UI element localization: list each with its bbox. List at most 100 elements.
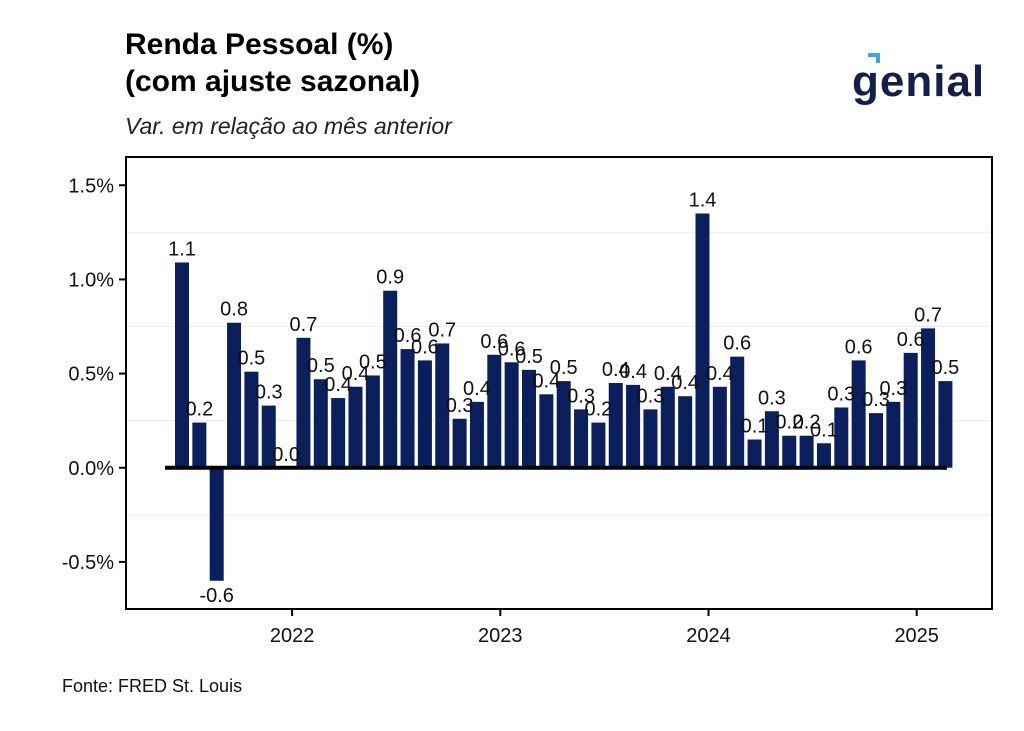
bar-label-2023-02: 0.6	[498, 338, 526, 360]
bar-2021-08	[192, 422, 207, 468]
bar-2023-01	[487, 354, 502, 468]
bar-label-2021-08: 0.2	[185, 399, 213, 421]
bar-label-2021-12: 0.3	[255, 382, 283, 404]
chart-subtitle: Var. em relação ao mês anterior	[125, 113, 452, 139]
bar-2021-07	[175, 262, 189, 468]
bar-label-2021-09: -0.6	[199, 585, 233, 607]
bar-label-2024-08: 0.1	[810, 419, 838, 441]
bar-label-2021-10: 0.8	[220, 299, 248, 321]
y-tick-label: -0.5%	[62, 552, 114, 574]
bar-2023-04	[539, 394, 554, 468]
bar-2024-08	[816, 443, 831, 468]
bar-2023-03	[522, 369, 536, 468]
plot-border	[125, 156, 993, 610]
bar-2023-12	[678, 396, 693, 468]
bar-label-2022-04: 0.4	[324, 374, 352, 396]
bar-label-2024-04: 0.1	[741, 416, 769, 438]
chart-title: Renda Pessoal (%) (com ajuste sazonal)	[125, 26, 420, 100]
bar-label-2023-03: 0.5	[515, 346, 543, 368]
bar-label-2024-01: 1.4	[689, 190, 717, 212]
bar-label-2022-08: 0.6	[394, 325, 422, 347]
bar-2024-07	[799, 435, 814, 468]
bar-2021-11	[244, 371, 259, 468]
bar-2024-01	[695, 213, 710, 468]
bar-2021-09	[209, 467, 224, 581]
bar-2022-06	[365, 375, 380, 468]
bar-label-2023-11: 0.4	[654, 363, 682, 385]
bar-label-2025-01: 0.6	[897, 329, 925, 351]
bar-label-2024-06: 0.2	[775, 412, 803, 434]
y-tick-label: 1.5%	[68, 175, 114, 197]
bar-label-2022-12: 0.4	[463, 378, 491, 400]
y-tick-label: 0.0%	[68, 458, 114, 480]
axes	[125, 156, 993, 610]
bar-label-2024-05: 0.3	[758, 387, 786, 409]
y-axis-ticks: -0.5% 0.0% 0.5% 1.0% 1.5%	[62, 175, 126, 574]
genial-logo: genial	[852, 53, 985, 106]
bar-labels: 1.10.2-0.60.80.50.30.00.70.50.40.40.50.9…	[168, 190, 959, 607]
bar-label-2022-02: 0.7	[290, 314, 318, 336]
bar-label-2022-10: 0.7	[428, 319, 456, 341]
bar-label-2022-09: 0.6	[411, 336, 439, 358]
chart-title-line-1: Renda Pessoal (%)	[125, 28, 394, 61]
bar-label-2022-07: 0.9	[376, 267, 404, 289]
bar-2024-06	[782, 435, 797, 468]
x-tick-label: 2025	[894, 625, 939, 647]
bar-label-2022-05: 0.4	[342, 363, 370, 385]
bar-label-2023-07: 0.2	[584, 399, 612, 421]
bar-2022-02	[296, 337, 311, 468]
bar-2024-11	[869, 413, 883, 468]
bar-label-2023-08: 0.4	[602, 359, 630, 381]
bar-2024-09	[834, 407, 849, 468]
bar-2022-08	[400, 349, 415, 468]
bar-label-2022-06: 0.5	[359, 351, 387, 373]
bar-2022-12	[469, 401, 484, 468]
bar-2022-09	[417, 360, 432, 468]
x-tick-label: 2023	[478, 625, 523, 647]
x-tick-label: 2024	[686, 625, 731, 647]
bar-2024-04	[747, 439, 762, 468]
bar-2023-11	[660, 386, 675, 468]
bar-2022-11	[452, 418, 467, 468]
bar-label-2022-03: 0.5	[307, 355, 335, 377]
bar-label-2023-01: 0.6	[480, 331, 508, 353]
y-tick-label: 1.0%	[68, 269, 114, 291]
bar-2024-02	[712, 386, 727, 468]
bar-label-2024-12: 0.3	[879, 378, 907, 400]
bar-2025-01	[903, 352, 918, 468]
bar-2024-05	[764, 411, 779, 468]
bar-2024-10	[851, 360, 866, 468]
bar-label-2024-11: 0.3	[862, 389, 890, 411]
bar-label-2023-09: 0.4	[619, 361, 647, 383]
bar-2023-10	[643, 409, 658, 468]
bar-2021-12	[261, 405, 276, 468]
bar-2023-02	[504, 362, 519, 468]
bar-2022-04	[331, 398, 346, 468]
bar-2023-06	[574, 409, 589, 468]
bar-2023-09	[626, 384, 641, 468]
bar-label-2023-12: 0.4	[671, 372, 699, 394]
bar-label-2024-10: 0.6	[845, 336, 873, 358]
bars	[175, 213, 953, 581]
bar-2025-02	[921, 328, 936, 468]
bar-label-2024-09: 0.3	[827, 383, 855, 405]
bar-label-2021-07: 1.1	[168, 238, 196, 260]
chart-title-line-2: (com ajuste sazonal)	[125, 65, 421, 98]
bar-label-2023-06: 0.3	[567, 385, 595, 407]
x-tick-label: 2022	[270, 625, 315, 647]
y-tick-label: 0.5%	[68, 364, 114, 386]
bar-label-2022-11: 0.3	[446, 395, 474, 417]
genial-logo-text: genial	[852, 57, 985, 106]
bar-label-2022-01: 0.0	[272, 444, 300, 466]
source-note: Fonte: FRED St. Louis	[62, 676, 243, 696]
bar-2023-07	[591, 422, 606, 468]
bar-label-2023-05: 0.5	[550, 357, 578, 379]
bar-2025-03	[938, 381, 953, 468]
bar-2023-05	[556, 381, 571, 468]
bar-label-2023-10: 0.3	[637, 385, 665, 407]
x-axis-ticks: 2022 2023 2024 2025	[270, 609, 939, 647]
bar-2024-03	[730, 356, 745, 468]
bar-label-2025-02: 0.7	[914, 304, 942, 326]
bar-label-2024-02: 0.4	[706, 363, 734, 385]
